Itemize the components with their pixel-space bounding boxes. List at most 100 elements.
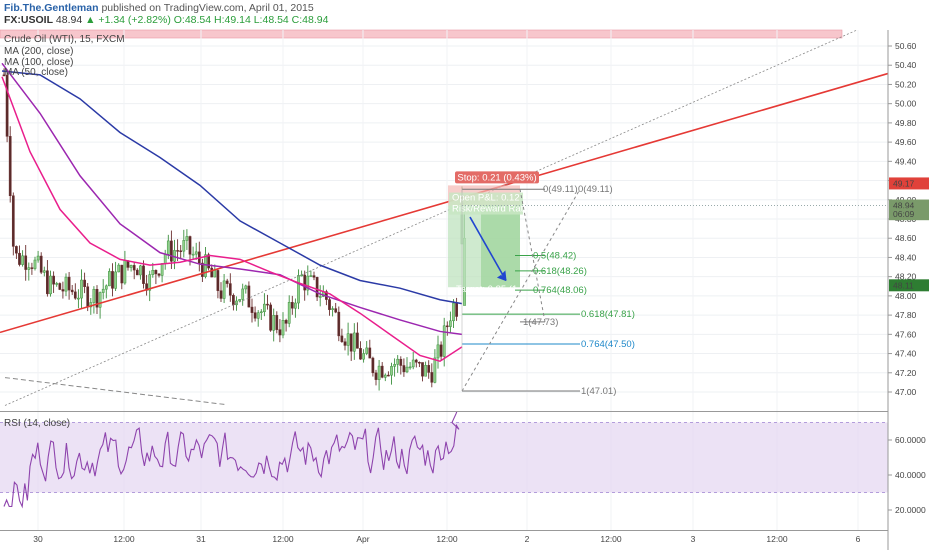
candle-body — [244, 285, 248, 290]
candle-body — [111, 271, 114, 289]
candle-body — [11, 195, 15, 247]
candle-body — [114, 271, 117, 289]
candle-body — [377, 365, 381, 380]
candle-body — [312, 275, 316, 278]
legend-instrument: Crude Oil (WTI), 15, FXCM — [4, 34, 125, 45]
candle-body — [436, 344, 440, 359]
price-tick-label: 50.00 — [895, 99, 917, 109]
symbol-name[interactable]: FX:USOIL — [4, 14, 53, 26]
candle-body — [89, 302, 93, 308]
candle-body — [371, 357, 375, 374]
candle-body — [207, 254, 210, 269]
fib-lower-label: 1(47.01) — [581, 386, 616, 397]
candle-body — [278, 329, 282, 336]
candle-body — [194, 251, 198, 255]
price-label: 49.17 — [893, 178, 915, 188]
candle-body — [256, 312, 260, 319]
candle-body — [303, 274, 307, 291]
candle-body — [315, 277, 319, 298]
candle-body — [356, 332, 359, 349]
candle-body — [101, 288, 105, 293]
candle-body — [139, 265, 142, 276]
candle-body — [334, 308, 338, 313]
candle-body — [58, 283, 62, 290]
candle-body — [439, 344, 443, 357]
candle-body — [191, 253, 195, 256]
candle-body — [424, 365, 427, 377]
candle-body — [182, 240, 186, 252]
candle-body — [455, 302, 458, 317]
fib-level-label: 0.618(48.26) — [533, 266, 587, 277]
price-pane[interactable] — [0, 29, 890, 406]
price-tick-label: 47.60 — [895, 329, 917, 339]
candle-body — [21, 255, 24, 265]
candle-body — [148, 274, 152, 291]
candle-body — [163, 253, 167, 264]
candle-body — [427, 365, 431, 373]
candle-body — [15, 246, 18, 254]
candle-body — [49, 275, 52, 295]
alert-banner — [0, 29, 843, 39]
candle-body — [46, 270, 49, 295]
candle-body — [374, 372, 378, 380]
candle-body — [2, 74, 6, 77]
price-change: ▲ +1.34 (+2.82%) — [85, 14, 171, 26]
candle-body — [157, 273, 161, 276]
candle-body — [33, 259, 37, 269]
price-tick-label: 49.40 — [895, 156, 917, 166]
candle-body — [176, 250, 179, 252]
candle-body — [216, 270, 220, 291]
price-tick-label: 47.00 — [895, 387, 917, 397]
price-label: 06:09 — [893, 209, 915, 219]
candle-body — [340, 335, 344, 342]
candle-body — [219, 290, 223, 299]
ma-line — [1, 70, 463, 305]
candle-body — [418, 362, 421, 364]
candle-body — [328, 299, 331, 310]
candle-body — [362, 353, 365, 360]
author-name[interactable]: Fib.The.Gentleman — [4, 2, 99, 14]
candle-body — [232, 295, 235, 306]
candle-body — [95, 288, 99, 308]
candle-body — [411, 359, 415, 368]
candle-body — [213, 270, 217, 278]
candle-body — [421, 362, 424, 377]
annotations: Stop: 0.21 (0.43%) Open P&L: 0.12Risk/Rew… — [448, 171, 888, 397]
rsi-tick-label: 40.0000 — [895, 470, 926, 480]
rsi-tick-label: 60.0000 — [895, 435, 926, 445]
candle-body — [399, 358, 403, 366]
legend-rsi: RSI (14, close) — [4, 418, 71, 429]
trendline — [4, 377, 226, 405]
ma-line — [1, 76, 463, 363]
candle-body — [235, 300, 238, 306]
ma-line — [1, 62, 463, 336]
fib-level-label: 0(49.11) — [543, 184, 578, 195]
symbol-header: FX:USOIL 48.94 ▲ +1.34 (+2.82%) O:48.54 … — [4, 14, 328, 26]
price-tick-label: 49.60 — [895, 137, 917, 147]
price-label-bg — [889, 279, 929, 292]
down-arrow-shaft — [469, 216, 507, 281]
time-tick-label: 12:00 — [436, 534, 458, 544]
rsi-tick-label: 20.0000 — [895, 505, 926, 515]
candle-body — [27, 267, 31, 270]
candle-body — [42, 270, 46, 273]
candle-body — [259, 311, 263, 314]
price-tick-label: 47.20 — [895, 368, 917, 378]
candle-body — [129, 265, 133, 268]
candle-body — [135, 269, 139, 276]
candle-body — [318, 296, 322, 298]
time-tick-label: 31 — [196, 534, 206, 544]
candle-body — [263, 303, 266, 313]
fib-level-label: 0.764(48.06) — [533, 285, 587, 296]
candle-body — [104, 285, 108, 290]
fib-diagonal — [461, 188, 581, 392]
candle-body — [64, 276, 68, 292]
fib-level-label: 0(49.11) — [578, 184, 613, 195]
legend-ma100: MA (100, close) — [4, 57, 74, 68]
rsi-pane[interactable] — [0, 395, 888, 509]
price-label-bg — [889, 208, 929, 221]
price-tick-label: 48.20 — [895, 272, 917, 282]
trendline — [0, 72, 888, 334]
legend-ma200: MA (200, close) — [4, 46, 74, 57]
